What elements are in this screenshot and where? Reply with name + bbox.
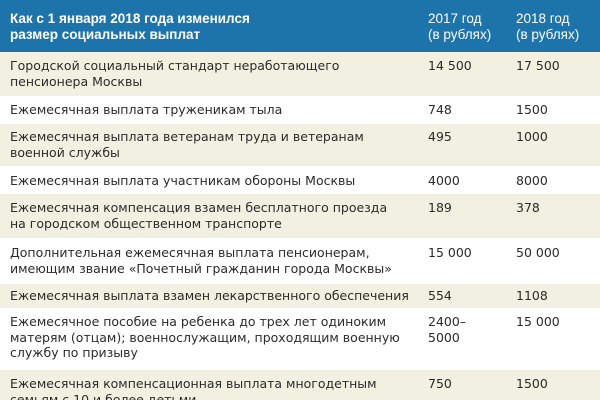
value-2018: 1500 [516, 102, 548, 117]
table-row: Дополнительная ежемесячная выплата пенси… [0, 238, 600, 284]
value-2017-line: 2400– [428, 314, 467, 329]
payment-name-line: матерям (отцам); военнослужащим, проходя… [10, 329, 400, 345]
payment-name: Дополнительная ежемесячная выплата пенси… [10, 245, 420, 276]
payment-name: Ежемесячная выплата участникам обороны М… [10, 173, 420, 189]
column-header-2018-unit: (в рублях) [516, 27, 580, 42]
value-2018: 8000 [516, 173, 548, 188]
value-2018: 50 000 [516, 245, 560, 260]
payment-name: Ежемесячное пособие на ребенка до трех л… [10, 314, 420, 361]
table-row: Ежемесячное пособие на ребенка до трех л… [0, 308, 600, 370]
payment-name-line: службу по призыву [10, 345, 138, 360]
value-2017: 748 [428, 102, 452, 117]
value-2018: 378 [516, 200, 540, 215]
payment-name: Ежемесячная выплата ветеранам труда и ве… [10, 129, 420, 160]
payment-name-line: семьям с 10 и более детьми [10, 391, 197, 400]
table-row: Ежемесячная компенсационная выплата мног… [0, 370, 600, 400]
value-2018: 1500 [516, 376, 548, 391]
payment-name: Ежемесячная компенсационная выплата мног… [10, 376, 420, 400]
payment-name-line: Ежемесячная выплата ветеранам труда и ве… [10, 129, 364, 144]
payment-name-line: Ежемесячная компенсация взамен бесплатно… [10, 200, 388, 215]
table-title-line2: размер социальных выплат [10, 27, 201, 42]
value-2018: 1108 [516, 288, 548, 303]
table-title-line1: Как с 1 января 2018 года изменился [10, 11, 250, 26]
payment-name-line: пенсионера Москвы [10, 73, 143, 89]
value-2017-line: 5000 [428, 329, 460, 345]
column-header-2017-unit: (в рублях) [428, 27, 492, 42]
table-row: Ежемесячная выплата ветеранам труда и ве… [0, 124, 600, 166]
value-2017: 189 [428, 200, 452, 215]
table-row: Ежемесячная компенсация взамен бесплатно… [0, 194, 600, 238]
value-2017: 14 500 [428, 58, 472, 73]
value-2018: 15 000 [516, 314, 560, 329]
payment-name-line: Дополнительная ежемесячная выплата пенси… [10, 245, 370, 260]
table-row: Ежемесячная выплата участникам обороны М… [0, 166, 600, 194]
column-header-2017: 2017 год (в рублях) [428, 11, 508, 43]
payment-name: Ежемесячная выплата взамен лекарственног… [10, 288, 420, 304]
payment-name-line: Городской социальный стандарт неработающ… [10, 58, 340, 73]
value-2017: 15 000 [428, 245, 472, 260]
payment-name-line: Ежемесячная выплата труженикам тыла [10, 102, 283, 117]
payment-name-line: на городском общественном транспорте [10, 215, 282, 231]
table-row: Городской социальный стандарт неработающ… [0, 52, 600, 96]
value-2017: 4000 [428, 173, 460, 188]
payment-name: Городской социальный стандарт неработающ… [10, 58, 420, 89]
payment-name-line: Ежемесячная компенсационная выплата мног… [10, 376, 377, 391]
column-header-2017-year: 2017 год [428, 11, 482, 26]
payment-name-line: Ежемесячное пособие на ребенка до трех л… [10, 314, 387, 329]
value-2017: 2400– 5000 [428, 314, 508, 345]
value-2017: 554 [428, 288, 452, 303]
value-2018: 17 500 [516, 58, 560, 73]
payment-name: Ежемесячная выплата труженикам тыла [10, 102, 420, 118]
payment-name-line: военной службы [10, 144, 120, 160]
payment-name-line: Ежемесячная выплата взамен лекарственног… [10, 288, 409, 303]
value-2017: 495 [428, 129, 452, 144]
column-header-2018-year: 2018 год [516, 11, 570, 26]
table-header: Как с 1 января 2018 года изменился разме… [0, 0, 600, 52]
payment-name: Ежемесячная компенсация взамен бесплатно… [10, 200, 420, 231]
value-2018: 1000 [516, 129, 548, 144]
table-title: Как с 1 января 2018 года изменился разме… [10, 11, 410, 43]
value-2017: 750 [428, 376, 452, 391]
table-row: Ежемесячная выплата взамен лекарственног… [0, 284, 600, 308]
payment-name-line: имеющим звание «Почетный гражданин город… [10, 260, 392, 276]
column-header-2018: 2018 год (в рублях) [516, 11, 596, 43]
table-row: Ежемесячная выплата труженикам тыла 748 … [0, 96, 600, 124]
payment-name-line: Ежемесячная выплата участникам обороны М… [10, 173, 356, 188]
